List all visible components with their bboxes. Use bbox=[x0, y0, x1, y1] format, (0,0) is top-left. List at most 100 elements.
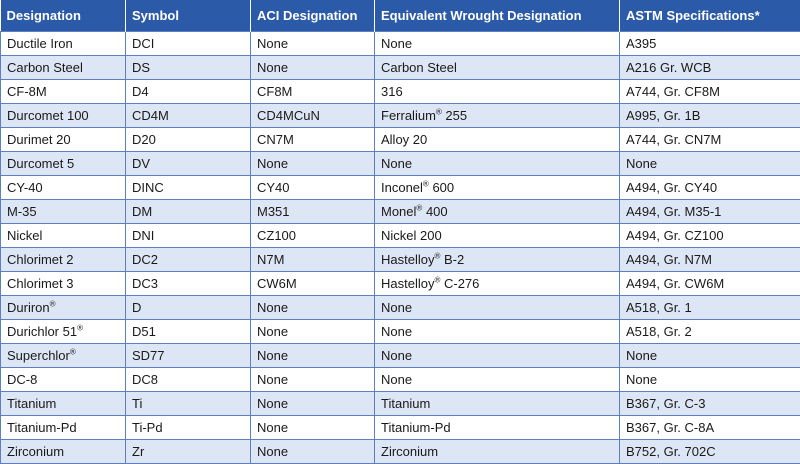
wrought-suffix: 600 bbox=[429, 180, 454, 195]
wrought-text: Inconel bbox=[381, 180, 423, 195]
cell-aci-designation: CY40 bbox=[251, 176, 375, 200]
cell-aci-designation: CD4MCuN bbox=[251, 104, 375, 128]
header-symbol: Symbol bbox=[126, 0, 251, 32]
header-aci-designation: ACI Designation bbox=[251, 0, 375, 32]
cell-symbol: CD4M bbox=[126, 104, 251, 128]
cell-symbol: D20 bbox=[126, 128, 251, 152]
header-equivalent-wrought: Equivalent Wrought Designation bbox=[375, 0, 620, 32]
cell-designation: Duriron® bbox=[1, 296, 126, 320]
cell-astm-specification: B752, Gr. 702C bbox=[620, 440, 800, 464]
wrought-text: Monel bbox=[381, 204, 416, 219]
cell-symbol: Zr bbox=[126, 440, 251, 464]
cell-astm-specification: None bbox=[620, 368, 800, 392]
cell-equivalent-wrought: Titanium bbox=[375, 392, 620, 416]
cell-astm-specification: A494, Gr. CW6M bbox=[620, 272, 800, 296]
wrought-text: None bbox=[381, 348, 412, 363]
header-astm-specifications: ASTM Specifications* bbox=[620, 0, 800, 32]
cell-symbol: DC3 bbox=[126, 272, 251, 296]
cell-designation: Superchlor® bbox=[1, 344, 126, 368]
wrought-text: 316 bbox=[381, 84, 403, 99]
header-row: Designation Symbol ACI Designation Equiv… bbox=[1, 0, 800, 32]
designation-text: Durichlor 51 bbox=[7, 324, 77, 339]
cell-symbol: DNI bbox=[126, 224, 251, 248]
designation-text: Ductile Iron bbox=[7, 36, 73, 51]
cell-astm-specification: A494, Gr. N7M bbox=[620, 248, 800, 272]
cell-symbol: Ti-Pd bbox=[126, 416, 251, 440]
designation-text: CF-8M bbox=[7, 84, 47, 99]
cell-designation: Titanium bbox=[1, 392, 126, 416]
cell-astm-specification: A518, Gr. 1 bbox=[620, 296, 800, 320]
cell-astm-specification: None bbox=[620, 344, 800, 368]
cell-designation: Ductile Iron bbox=[1, 32, 126, 56]
cell-designation: CF-8M bbox=[1, 80, 126, 104]
cell-aci-designation: CW6M bbox=[251, 272, 375, 296]
cell-aci-designation: None bbox=[251, 320, 375, 344]
designation-text: M-35 bbox=[7, 204, 37, 219]
cell-equivalent-wrought: Zirconium bbox=[375, 440, 620, 464]
cell-equivalent-wrought: None bbox=[375, 320, 620, 344]
cell-aci-designation: CZ100 bbox=[251, 224, 375, 248]
cell-symbol: DC8 bbox=[126, 368, 251, 392]
cell-astm-specification: A216 Gr. WCB bbox=[620, 56, 800, 80]
cell-aci-designation: N7M bbox=[251, 248, 375, 272]
cell-designation: Durcomet 5 bbox=[1, 152, 126, 176]
cell-equivalent-wrought: None bbox=[375, 344, 620, 368]
cell-designation: Durichlor 51® bbox=[1, 320, 126, 344]
cell-astm-specification: A494, Gr. CZ100 bbox=[620, 224, 800, 248]
registered-mark: ® bbox=[50, 300, 56, 309]
cell-aci-designation: CN7M bbox=[251, 128, 375, 152]
designation-text: Durcomet 100 bbox=[7, 108, 89, 123]
cell-equivalent-wrought: 316 bbox=[375, 80, 620, 104]
designation-text: Carbon Steel bbox=[7, 60, 83, 75]
cell-astm-specification: A744, Gr. CN7M bbox=[620, 128, 800, 152]
cell-aci-designation: None bbox=[251, 32, 375, 56]
designation-text: CY-40 bbox=[7, 180, 43, 195]
designation-text: Zirconium bbox=[7, 444, 64, 459]
cell-symbol: SD77 bbox=[126, 344, 251, 368]
cell-equivalent-wrought: Titanium-Pd bbox=[375, 416, 620, 440]
designation-text: Nickel bbox=[7, 228, 42, 243]
designation-text: Durimet 20 bbox=[7, 132, 71, 147]
cell-symbol: DCI bbox=[126, 32, 251, 56]
cell-astm-specification: A995, Gr. 1B bbox=[620, 104, 800, 128]
cell-equivalent-wrought: Hastelloy® C-276 bbox=[375, 272, 620, 296]
registered-mark: ® bbox=[77, 324, 83, 333]
cell-designation: Zirconium bbox=[1, 440, 126, 464]
wrought-text: Alloy 20 bbox=[381, 132, 427, 147]
cell-equivalent-wrought: Alloy 20 bbox=[375, 128, 620, 152]
wrought-suffix: 400 bbox=[422, 204, 447, 219]
cell-aci-designation: None bbox=[251, 368, 375, 392]
cell-astm-specification: A494, Gr. CY40 bbox=[620, 176, 800, 200]
cell-designation: Chlorimet 3 bbox=[1, 272, 126, 296]
cell-symbol: D51 bbox=[126, 320, 251, 344]
wrought-text: Titanium bbox=[381, 396, 430, 411]
cell-symbol: Ti bbox=[126, 392, 251, 416]
cell-astm-specification: A744, Gr. CF8M bbox=[620, 80, 800, 104]
cell-equivalent-wrought: Nickel 200 bbox=[375, 224, 620, 248]
cell-symbol: DS bbox=[126, 56, 251, 80]
cell-aci-designation: None bbox=[251, 440, 375, 464]
cell-astm-specification: B367, Gr. C-3 bbox=[620, 392, 800, 416]
cell-astm-specification: A518, Gr. 2 bbox=[620, 320, 800, 344]
cell-designation: Chlorimet 2 bbox=[1, 248, 126, 272]
wrought-text: Carbon Steel bbox=[381, 60, 457, 75]
cell-astm-specification: None bbox=[620, 152, 800, 176]
cell-designation: Titanium-Pd bbox=[1, 416, 126, 440]
cell-designation: Durimet 20 bbox=[1, 128, 126, 152]
cell-astm-specification: A494, Gr. M35-1 bbox=[620, 200, 800, 224]
cell-symbol: DM bbox=[126, 200, 251, 224]
wrought-text: None bbox=[381, 372, 412, 387]
cell-equivalent-wrought: None bbox=[375, 32, 620, 56]
